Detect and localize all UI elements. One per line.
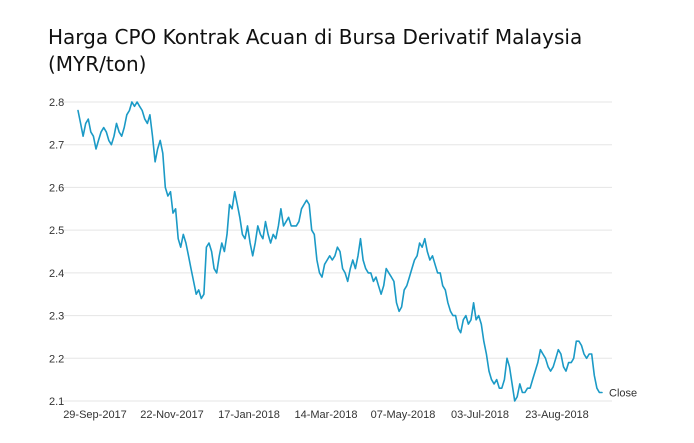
y-tick-label: 2.1: [49, 396, 64, 408]
y-tick-label: 2.8: [49, 97, 64, 109]
x-tick-label: 14-Mar-2018: [295, 409, 358, 421]
x-tick-label: 23-Aug-2018: [525, 409, 589, 421]
y-axis-ticks: 2.8 2.7 2.6 2.5 2.4 2.3 2.2 2.1: [49, 97, 64, 408]
x-tick-label: 07-May-2018: [371, 409, 436, 421]
grid-lines: [62, 101, 612, 402]
y-tick-label: 2.7: [49, 140, 64, 152]
x-axis-ticks: 29-Sep-2017 22-Nov-2017 17-Jan-2018 14-Mar-…: [63, 409, 589, 421]
series-line: [77, 101, 603, 402]
x-tick-label: 29-Sep-2017: [63, 409, 127, 421]
chart-title: Harga CPO Kontrak Acuan di Bursa Derivat…: [48, 25, 583, 76]
y-tick-label: 2.3: [49, 311, 64, 323]
y-tick-label: 2.2: [49, 353, 64, 365]
series-layer: Close: [77, 101, 637, 402]
y-tick-label: 2.6: [49, 182, 64, 194]
x-tick-label: 03-Jul-2018: [451, 409, 509, 421]
y-tick-label: 2.5: [49, 225, 64, 237]
x-tick-label: 22-Nov-2017: [140, 409, 204, 421]
x-tick-label: 17-Jan-2018: [218, 409, 280, 421]
series-end-label: Close: [609, 387, 637, 399]
y-tick-label: 2.4: [49, 268, 64, 280]
